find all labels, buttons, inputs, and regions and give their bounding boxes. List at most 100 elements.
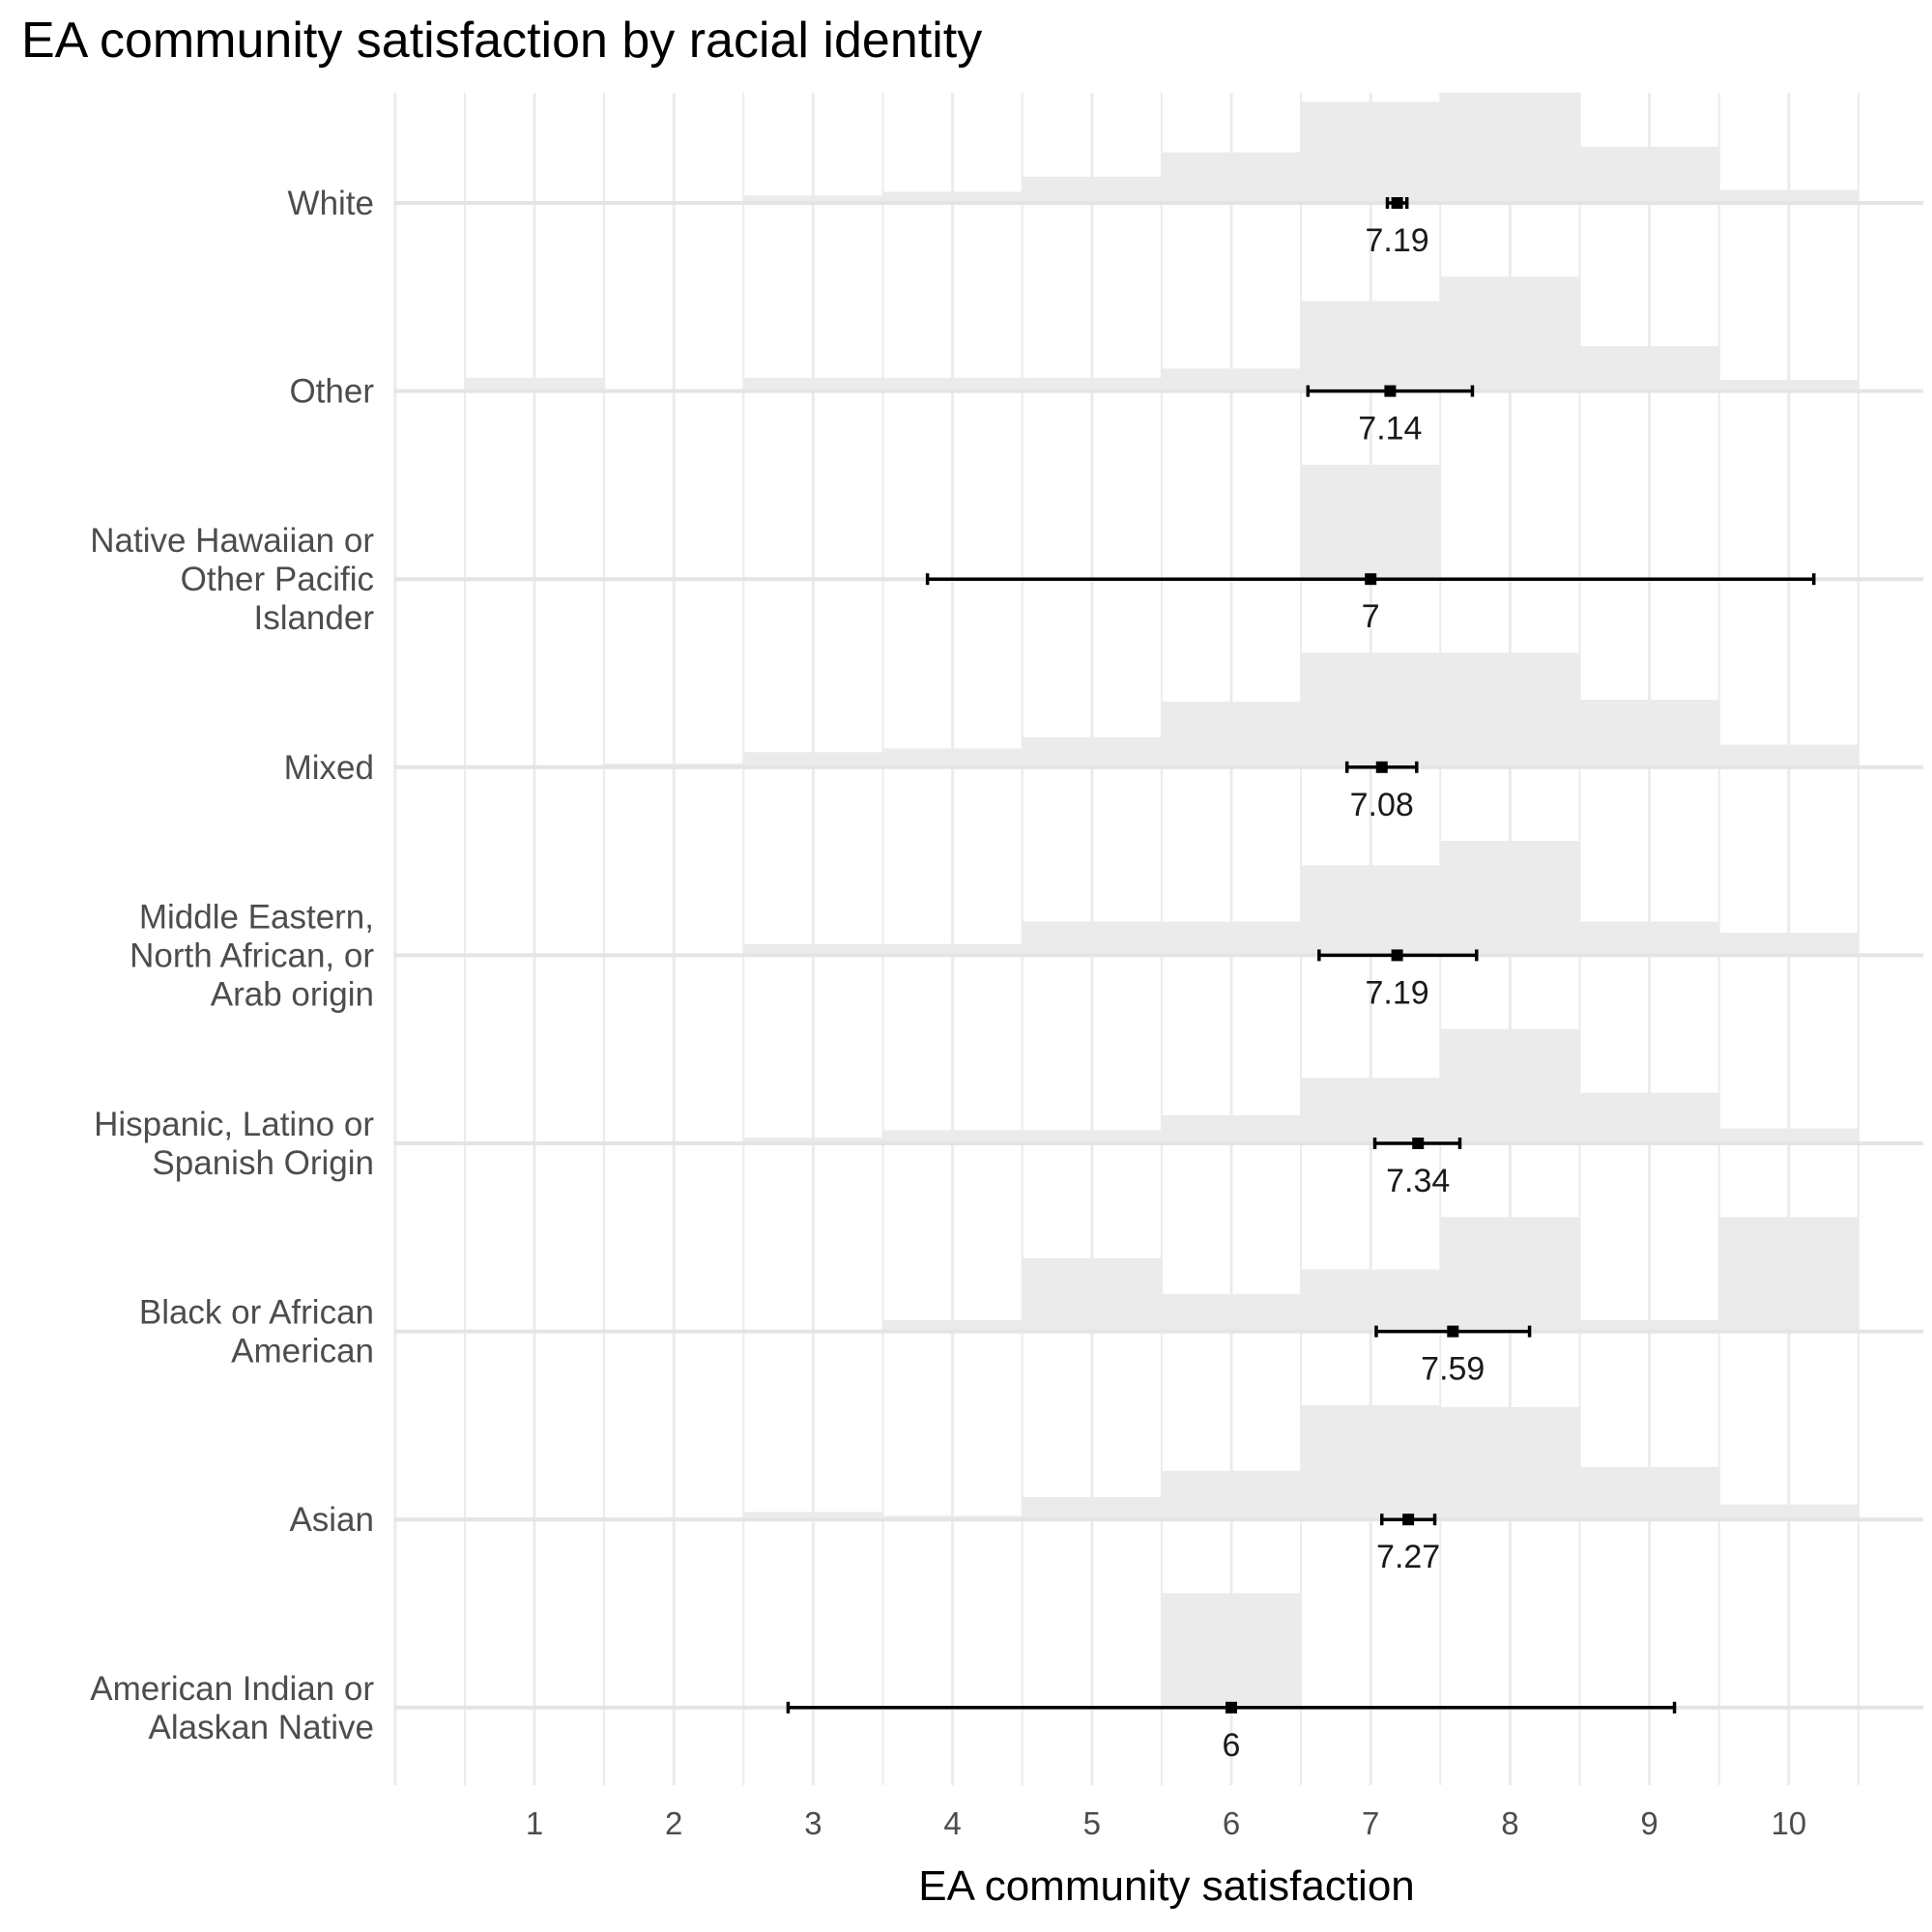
histogram-bar	[1718, 1504, 1859, 1520]
x-tick-label: 2	[665, 1805, 682, 1841]
mean-point	[1226, 1701, 1237, 1714]
y-category-label-line: Native Hawaiian or	[90, 522, 374, 560]
histogram-bar	[1718, 1128, 1859, 1143]
x-tick-label: 1	[526, 1805, 543, 1841]
histogram-bar	[1301, 1078, 1441, 1143]
x-tick-label: 7	[1362, 1805, 1379, 1841]
histogram-bar	[743, 752, 883, 767]
histogram-bar	[882, 943, 1023, 956]
mean-value-label: 7.34	[1386, 1163, 1450, 1199]
y-category-label-line: White	[288, 185, 374, 222]
histogram-bar	[743, 1512, 883, 1520]
histogram-bar	[1161, 1470, 1302, 1520]
chart-title: EA community satisfaction by racial iden…	[21, 13, 983, 69]
histogram-bar	[1579, 1319, 1719, 1332]
mean-value-label: 7.14	[1358, 411, 1422, 447]
mean-value-label: 7.19	[1366, 222, 1429, 259]
y-category-label-line: Islander	[253, 599, 374, 637]
histogram-bar	[1022, 1496, 1162, 1520]
histogram-bar	[1440, 1406, 1580, 1520]
mean-value-label: 7.19	[1366, 974, 1429, 1011]
mean-point	[1402, 1514, 1415, 1526]
y-category-label: Hispanic, Latino or Spanish Origin	[94, 1106, 374, 1182]
histogram-bar	[1579, 1466, 1719, 1520]
histogram-bar	[1301, 101, 1441, 203]
y-category-label: Middle Eastern, North African, or Arab ori…	[130, 898, 374, 1013]
histogram-bar	[1022, 736, 1162, 767]
histogram-bar	[1718, 744, 1859, 767]
y-category-label-line: American	[231, 1333, 374, 1370]
mean-value-label: 7.59	[1421, 1351, 1485, 1388]
histogram-bar	[743, 1138, 883, 1143]
y-category-label: Asian	[289, 1501, 374, 1539]
mean-point	[1365, 573, 1377, 586]
histogram-bar	[1440, 652, 1580, 767]
y-category-label-line: Alaskan Native	[149, 1709, 374, 1746]
y-category-label: Black or African American	[139, 1294, 374, 1370]
y-category-label-line: Arab origin	[211, 975, 374, 1013]
histogram-bar	[1301, 652, 1441, 767]
y-category-label-line: Asian	[289, 1501, 374, 1539]
x-axis-title: EA community satisfaction	[918, 1862, 1415, 1910]
y-category-label: Native Hawaiian or Other Pacific Islander	[90, 522, 374, 637]
y-category-label-line: Black or African	[139, 1294, 374, 1332]
histogram-bar	[1718, 379, 1859, 391]
y-category-label-line: American Indian or	[90, 1670, 374, 1708]
histogram-bar	[743, 378, 883, 391]
y-category-label-line: Other Pacific	[181, 561, 374, 598]
histogram-bar	[1440, 1217, 1580, 1332]
histogram-bar	[1301, 464, 1441, 580]
x-tick-label: 4	[943, 1805, 961, 1841]
mean-point	[1447, 1325, 1459, 1338]
y-category-label-line: Middle Eastern,	[139, 898, 374, 936]
histogram-bar	[1022, 176, 1162, 203]
x-tick-label: 6	[1223, 1805, 1240, 1841]
histogram-bar	[1022, 921, 1162, 956]
mean-value-label: 7.27	[1376, 1539, 1440, 1575]
histogram-bar	[1022, 378, 1162, 391]
histogram-bar	[1579, 346, 1719, 391]
x-tick-label: 3	[804, 1805, 822, 1841]
histogram-bar	[743, 943, 883, 956]
histogram-bar	[1579, 699, 1719, 767]
histogram-bar	[1440, 92, 1580, 203]
histogram-bar	[1161, 701, 1302, 767]
histogram-bar	[1579, 146, 1719, 203]
y-category-label-line: Hispanic, Latino or	[94, 1106, 374, 1143]
histogram-bar	[882, 1319, 1023, 1332]
confidence-intervals	[786, 197, 1816, 1714]
y-category-label: White	[288, 185, 374, 222]
mean-point	[1391, 197, 1403, 209]
mean-value-label: 7	[1362, 598, 1380, 635]
mean-point	[1375, 761, 1388, 773]
histogram-bar	[1718, 1217, 1859, 1332]
y-category-label-line: Mixed	[284, 749, 374, 787]
histogram-bar	[464, 378, 605, 391]
histogram-bar	[1301, 301, 1441, 391]
histogram-bar	[1161, 1293, 1302, 1332]
histogram-bar	[1161, 1114, 1302, 1143]
y-category-label: Mixed	[284, 749, 374, 787]
mean-point	[1384, 385, 1397, 397]
histogram-bar	[882, 378, 1023, 391]
histogram-bar	[1301, 1404, 1441, 1520]
mean-value-label: 7.08	[1350, 787, 1414, 823]
histogram-bar	[1440, 1028, 1580, 1143]
histogram-bars	[464, 92, 1859, 1708]
mean-point	[1391, 949, 1403, 962]
histogram-bar	[882, 748, 1023, 767]
histogram-bar	[882, 1130, 1023, 1143]
histogram-bar	[1579, 921, 1719, 956]
mean-point	[1412, 1138, 1425, 1149]
y-category-label-line: Spanish Origin	[152, 1144, 374, 1182]
histogram-bar	[1161, 921, 1302, 956]
x-tick-label: 10	[1771, 1805, 1806, 1841]
histogram-bar	[1440, 276, 1580, 391]
x-tick-label: 9	[1640, 1805, 1658, 1841]
y-category-label-line: Other	[289, 373, 374, 411]
histogram-bar	[1718, 933, 1859, 956]
x-tick-label: 5	[1083, 1805, 1101, 1841]
histogram-bar	[1718, 189, 1859, 203]
histogram-bar	[1022, 1130, 1162, 1143]
histogram-bar	[1161, 368, 1302, 391]
